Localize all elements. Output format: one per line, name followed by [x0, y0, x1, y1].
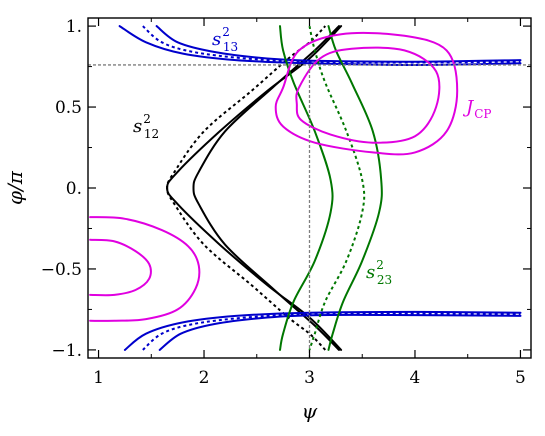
y-tick-label: −1.: [52, 341, 82, 361]
y-tick-label: −0.5: [41, 260, 82, 280]
curve-jcp-outer-right: [274, 31, 459, 156]
annotation-jcp: JCP: [462, 97, 491, 121]
curve-jcp-outer-left: [89, 216, 201, 322]
y-tick-label: 0.5: [55, 98, 82, 118]
x-tick-label: 4: [410, 368, 421, 388]
x-tick-label: 1: [93, 368, 104, 388]
series-layer: [89, 25, 522, 351]
y-tick-label: 1.: [66, 17, 82, 37]
tick-layer: 1 2 3 4 5 −1. −0.5 0. 0.5 1.: [41, 17, 531, 388]
curve-s12-right: [192, 25, 340, 351]
annotation-s13: s2 13: [212, 25, 238, 54]
curve-s23-right: [327, 25, 383, 351]
x-tick-label: 5: [515, 368, 526, 388]
x-axis-label: ψ: [302, 399, 318, 423]
curve-jcp-inner-right: [295, 46, 441, 144]
curve-jcp-inner-left: [89, 238, 152, 297]
annotation-s23: s2 23: [366, 258, 392, 287]
y-axis-label: φ/π: [3, 170, 27, 205]
curve-s12-mid: [166, 25, 327, 351]
curve-s23-left: [279, 25, 334, 351]
reference-lines: [88, 64, 531, 358]
curve-s23-mid: [308, 25, 366, 351]
curve-s13-bot-mid: [142, 312, 521, 351]
annotation-s12: s2 12: [133, 112, 159, 141]
y-tick-label: 0.: [66, 179, 82, 199]
curve-s13-bot-left: [123, 310, 522, 351]
x-tick-label: 2: [199, 368, 210, 388]
curve-s13-bot-right: [158, 313, 522, 351]
x-tick-label: 3: [304, 368, 315, 388]
label-layer: ψ φ/π s2 13 s2 12 s2 23 JCP: [3, 25, 491, 423]
